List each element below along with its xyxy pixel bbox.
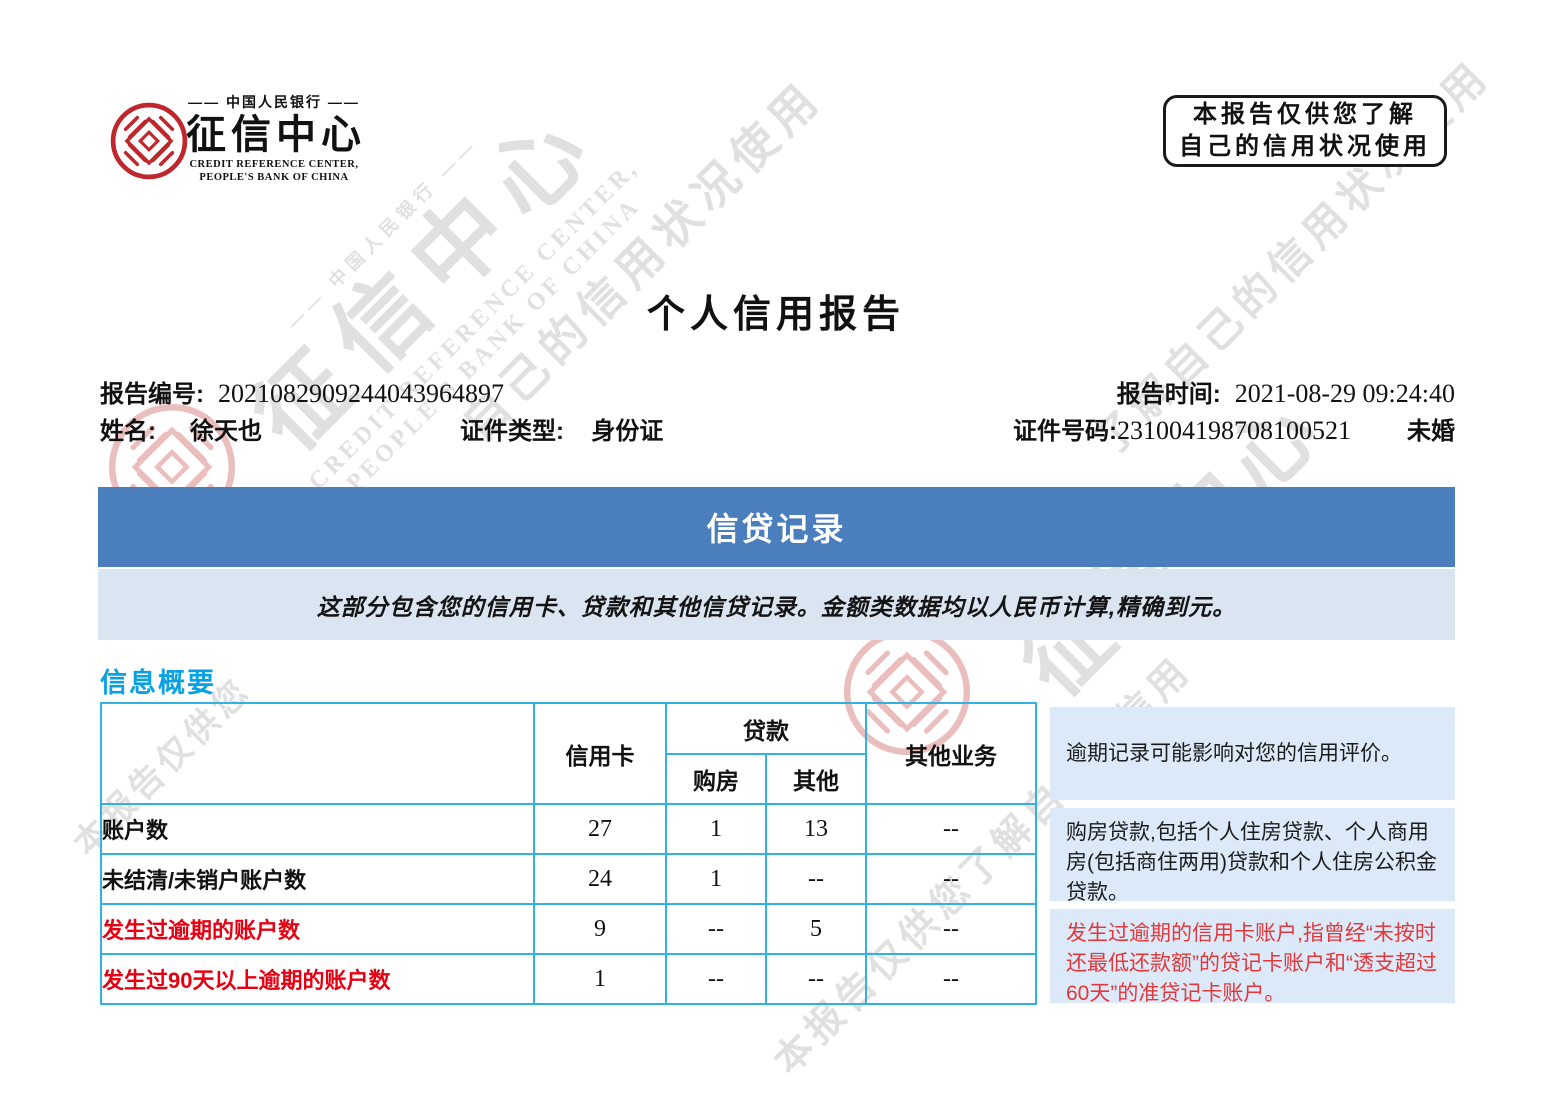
logo-bank-line: —— 中国人民银行 —— <box>188 94 360 110</box>
col-header-other-business: 其他业务 <box>865 702 1037 805</box>
note-text: 发生过逾期的信用卡账户,指曾经“未按时还最低还款额”的贷记卡账户和“透支超过60… <box>1066 922 1437 1005</box>
note-box: 购房贷款,包括个人住房贷款、个人商用房(包括商住两用)贷款和个人住房公积金贷款。 <box>1050 808 1455 904</box>
name-value: 徐天也 <box>190 418 262 445</box>
table-row: 账户数 27 1 13 -- <box>100 803 1037 855</box>
cell-value: 5 <box>765 903 867 955</box>
summary-table: 信用卡 贷款 其他业务 购房 其他 账户数 27 1 13 -- 未结清/未销户… <box>100 702 1037 1005</box>
cell-value: 27 <box>533 803 667 855</box>
cell-value: -- <box>865 853 1037 905</box>
cell-value: -- <box>865 953 1037 1005</box>
col-header-loan: 贷款 <box>665 702 867 755</box>
cell-value: 1 <box>533 953 667 1005</box>
row-label: 发生过逾期的账户数 <box>100 903 535 955</box>
report-number-label: 报告编号: <box>100 381 204 408</box>
cell-value: -- <box>765 953 867 1005</box>
report-time-label: 报告时间: <box>1116 381 1221 408</box>
table-row: 发生过90天以上逾期的账户数 1 -- -- -- <box>100 953 1037 1005</box>
crc-logo: —— 中国人民银行 —— 征信中心 CREDIT REFERENCE CENTE… <box>186 92 362 184</box>
row-label: 账户数 <box>100 803 535 855</box>
table-corner-cell <box>100 702 535 805</box>
logo-english-2: PEOPLE'S BANK OF CHINA <box>199 172 349 184</box>
cell-value: 24 <box>533 853 667 905</box>
disclaimer-box: 本报告仅供您了解 自己的信用状况使用 <box>1163 95 1447 167</box>
id-number-label: 证件号码: <box>1013 418 1117 445</box>
logo-name: 征信中心 <box>186 113 366 157</box>
note-text: 购房贷款,包括个人住房贷款、个人商用房(包括商住两用)贷款和个人住房公积金贷款。 <box>1066 821 1437 904</box>
note-box: 发生过逾期的信用卡账户,指曾经“未按时还最低还款额”的贷记卡账户和“透支超过60… <box>1050 909 1455 1005</box>
note-box: 逾期记录可能影响对您的信用评价。 <box>1050 707 1455 800</box>
cell-value: 1 <box>665 853 767 905</box>
section-description: 这部分包含您的信用卡、贷款和其他信贷记录。金额类数据均以人民币计算,精确到元。 <box>98 569 1455 640</box>
id-type-value: 身份证 <box>591 418 664 445</box>
cell-value: -- <box>865 903 1037 955</box>
id-type-label: 证件类型: <box>460 418 564 445</box>
cell-value: 9 <box>533 903 667 955</box>
col-header-credit-card: 信用卡 <box>533 702 667 805</box>
disclaimer-line-1: 本报告仅供您了解 <box>1193 100 1417 128</box>
cell-value: -- <box>665 953 767 1005</box>
id-number-value: 231004198708100521 <box>1117 416 1351 445</box>
row-label: 发生过90天以上逾期的账户数 <box>100 953 535 1005</box>
meta-row-2: 姓名: 徐天也 证件类型: 身份证 证件号码: 2310041987081005… <box>100 411 1455 446</box>
cell-value: -- <box>665 903 767 955</box>
summary-heading: 信息概要 <box>100 668 216 698</box>
cell-value: -- <box>765 853 867 905</box>
logo-english-1: CREDIT REFERENCE CENTER, <box>189 159 359 170</box>
table-row: 未结清/未销户账户数 24 1 -- -- <box>100 853 1037 905</box>
marital-status: 未婚 <box>1407 418 1455 445</box>
section-banner-credit-records: 信贷记录 <box>98 487 1455 567</box>
col-header-loan-house: 购房 <box>665 753 767 805</box>
name-label: 姓名: <box>100 418 156 445</box>
cell-value: 13 <box>765 803 867 855</box>
col-header-loan-other: 其他 <box>765 753 867 805</box>
crc-seal-icon <box>110 102 188 180</box>
table-row: 发生过逾期的账户数 9 -- 5 -- <box>100 903 1037 955</box>
report-number-value: 2021082909244043964897 <box>218 379 504 408</box>
page-title: 个人信用报告 <box>646 294 905 336</box>
meta-row-1: 报告编号: 2021082909244043964897 报告时间: 2021-… <box>100 374 1455 409</box>
cell-value: 1 <box>665 803 767 855</box>
cell-value: -- <box>865 803 1037 855</box>
report-time-value: 2021-08-29 09:24:40 <box>1234 379 1455 408</box>
row-label: 未结清/未销户账户数 <box>100 853 535 905</box>
note-text: 逾期记录可能影响对您的信用评价。 <box>1066 741 1402 765</box>
disclaimer-line-2: 自己的信用状况使用 <box>1179 133 1431 160</box>
